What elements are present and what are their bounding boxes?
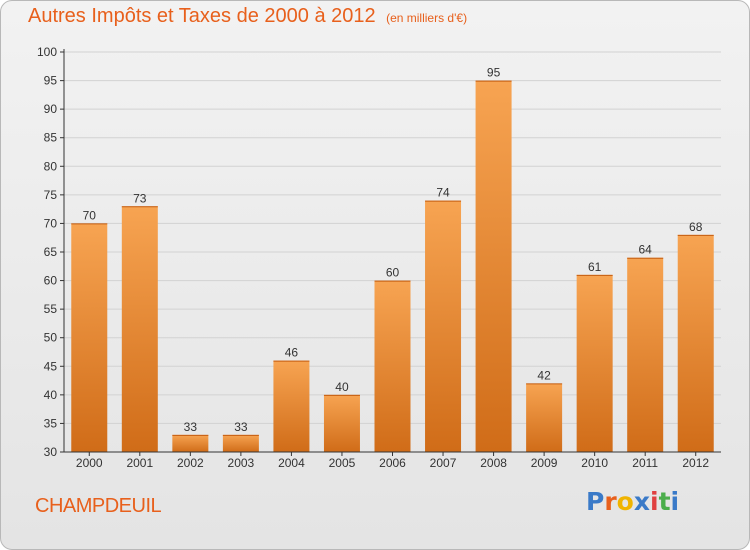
brand-letter: i xyxy=(670,487,680,516)
x-tick-label: 2000 xyxy=(76,456,103,470)
y-tick-label: 45 xyxy=(44,359,58,373)
data-label: 60 xyxy=(386,266,400,280)
x-tick-label: 2002 xyxy=(177,456,204,470)
bar xyxy=(576,274,613,452)
chart-title-block: Autres Impôts et Taxes de 2000 à 2012 (e… xyxy=(28,5,467,28)
bar xyxy=(475,80,512,453)
y-tick-label: 85 xyxy=(44,131,58,145)
chart-title: Autres Impôts et Taxes de 2000 à 2012 xyxy=(28,5,376,27)
bars xyxy=(71,80,714,453)
brand-letter: P xyxy=(586,487,605,516)
axes xyxy=(60,49,721,456)
y-tick-label: 60 xyxy=(44,274,58,288)
y-tick-label: 30 xyxy=(44,445,58,459)
brand-letter: x xyxy=(633,487,650,516)
brand-logo: Proxiti xyxy=(586,487,679,516)
bar xyxy=(172,434,209,452)
y-tick-label: 80 xyxy=(44,159,58,173)
data-label: 42 xyxy=(537,368,551,382)
x-tick-labels: 2000 2001 2002 2003 2004 2005 2006 2007 2008 2009… xyxy=(76,456,709,470)
data-label: 33 xyxy=(184,420,198,434)
x-tick-label: 2008 xyxy=(480,456,507,470)
y-tick-label: 100 xyxy=(37,45,57,59)
x-tick-label: 2010 xyxy=(581,456,608,470)
chart-subtitle: (en milliers d'€) xyxy=(386,11,468,25)
x-tick-label: 2003 xyxy=(228,456,255,470)
bar xyxy=(222,434,259,452)
x-tick-label: 2012 xyxy=(682,456,709,470)
bar xyxy=(273,360,310,452)
x-tick-label: 2004 xyxy=(278,456,305,470)
commune-name: CHAMPDEUIL xyxy=(35,495,162,517)
y-tick-label: 50 xyxy=(44,331,58,345)
x-tick-label: 2009 xyxy=(531,456,558,470)
x-tick-label: 2001 xyxy=(126,456,153,470)
data-label: 95 xyxy=(487,66,501,80)
x-tick-label: 2005 xyxy=(329,456,356,470)
data-label: 73 xyxy=(133,191,147,205)
bar xyxy=(526,383,563,452)
bar xyxy=(677,234,714,452)
data-label: 33 xyxy=(234,420,248,434)
y-tick-label: 95 xyxy=(44,74,58,88)
brand-letter: i xyxy=(650,487,659,516)
brand-letter: r xyxy=(604,487,617,516)
x-tick-label: 2011 xyxy=(632,456,658,470)
data-label: 74 xyxy=(436,186,450,200)
y-tick-labels: 30 35 40 45 50 55 60 65 70 75 80 85 90 95 100 xyxy=(37,45,57,459)
bar xyxy=(71,223,108,452)
y-tick-label: 65 xyxy=(44,245,58,259)
data-label: 64 xyxy=(639,243,653,257)
data-label: 46 xyxy=(285,346,299,360)
brand-letter: o xyxy=(616,487,634,516)
bar xyxy=(323,394,360,452)
data-label: 70 xyxy=(83,208,97,222)
data-label: 40 xyxy=(335,380,349,394)
bar xyxy=(121,206,158,452)
y-tick-label: 35 xyxy=(44,416,58,430)
x-tick-label: 2007 xyxy=(430,456,457,470)
data-label: 61 xyxy=(588,260,602,274)
y-tick-label: 40 xyxy=(44,388,58,402)
bar xyxy=(374,280,411,452)
data-labels: 70 73 33 33 46 40 60 74 95 42 61 64 68 xyxy=(83,66,703,434)
bar xyxy=(627,257,664,452)
data-label: 68 xyxy=(689,220,703,234)
y-tick-label: 55 xyxy=(44,302,58,316)
y-tick-label: 90 xyxy=(44,102,58,116)
bar xyxy=(425,200,462,452)
brand-letter: t xyxy=(658,487,671,516)
y-tick-label: 70 xyxy=(44,216,58,230)
y-tick-label: 75 xyxy=(44,188,58,202)
x-tick-label: 2006 xyxy=(379,456,406,470)
